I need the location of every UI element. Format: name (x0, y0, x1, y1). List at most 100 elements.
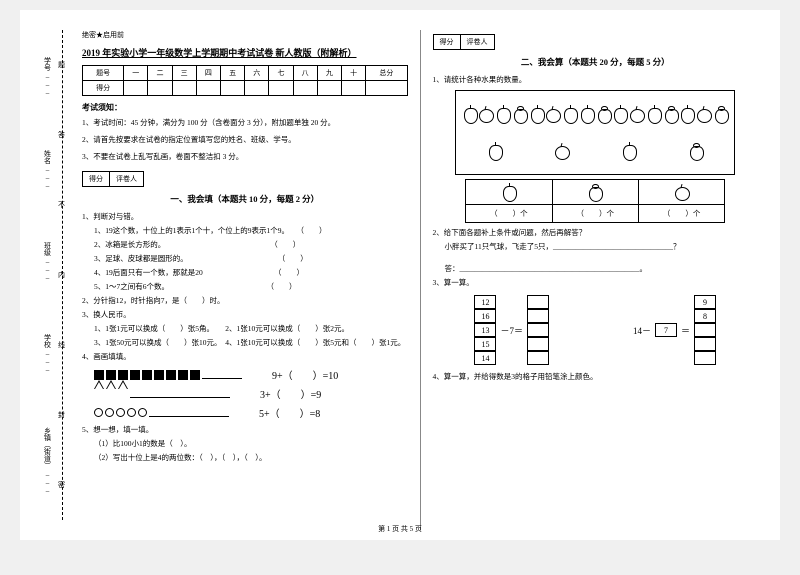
equation: 5+（ ）=8 (259, 405, 320, 420)
cell: 15 (474, 337, 496, 351)
triangles (94, 389, 230, 398)
binding-field: 学号___ (43, 57, 53, 95)
grader-box: 得分 评卷人 (433, 34, 495, 50)
question: 2、给下面各题补上条件或问题，然后再解答？ (433, 227, 759, 239)
binding-char: 题 (58, 60, 65, 70)
exam-sheet: 学号___ 姓名___ 班级___ 学校___ 乡镇（街道）___ 题 答 不 … (20, 10, 780, 540)
cell: 9 (694, 295, 716, 309)
operator: ＝ (681, 324, 690, 337)
cell: 一 (124, 66, 148, 81)
binding-char: 密 (58, 480, 65, 490)
cell: 四 (196, 66, 220, 81)
left-column: 绝密★启用前 2019 年实验小学一年级数学上学期期中考试试卷 新人教版（附解析… (70, 30, 420, 530)
question: 5、想一想，填一填。 (82, 424, 408, 436)
equation: 9+（ ）=10 (272, 367, 338, 382)
sub-question: 4、19后面只有一个数，那就是20 （ ） (82, 267, 408, 279)
right-column: 得分 评卷人 二、我会算（本题共 20 分，每题 5 分） 1、请统计各种水果的… (420, 30, 771, 530)
binding-field: 学校___ (43, 334, 53, 372)
binding-char: 不 (58, 200, 65, 210)
cell: 8 (694, 309, 716, 323)
shape-row: 3+（ ）=9 (94, 386, 408, 401)
sub-question: 3、足球、皮球都是圆形的。 （ ） (82, 253, 408, 265)
exam-title: 2019 年实验小学一年级数学上学期期中考试试卷 新人教版（附解析） (82, 46, 408, 59)
binding-field: 姓名___ (43, 150, 53, 188)
fruit-illustration (455, 90, 735, 175)
sub-question: 1、1张1元可以换成（ ）张5角。 2、1张10元可以换成（ ）张2元。 (82, 323, 408, 335)
question: 1、请统计各种水果的数量。 (433, 74, 759, 86)
output-stack: 9 8 (694, 295, 716, 365)
binding-field: 班级___ (43, 242, 53, 280)
squares (94, 370, 242, 380)
page-footer: 第 1 页 共 5 页 (20, 524, 780, 534)
cell: 16 (474, 309, 496, 323)
cell: 九 (317, 66, 341, 81)
score-label: 得分 (83, 172, 110, 186)
section-2-title: 二、我会算（本题共 20 分，每题 5 分） (433, 56, 759, 68)
question: 2、分针指12，时针指向7，是（ ）时。 (82, 295, 408, 307)
operator: －7＝ (500, 324, 523, 337)
sub-question: （1）比100小1的数是（ ）。 (82, 438, 408, 450)
cell: 14 (474, 351, 496, 365)
binding-char: 答 (58, 130, 65, 140)
cell: 12 (474, 295, 496, 309)
calc-group-2: 14－ 7 ＝ 9 8 (633, 295, 716, 365)
cell: 二 (148, 66, 172, 81)
binding-field: 乡镇（街道）___ (43, 427, 53, 493)
cell: 三 (172, 66, 196, 81)
sub-question: 1、19这个数，十位上的1表示1个十，个位上的9表示1个9。 （ ） (82, 225, 408, 237)
cell: 八 (293, 66, 317, 81)
table-row: （ ）个 （ ）个 （ ）个 (466, 205, 725, 223)
cell: 六 (245, 66, 269, 81)
sub-question: 2、冰箱是长方形的。 （ ） (82, 239, 408, 251)
binding-char: 线 (58, 340, 65, 350)
score-table: 题号 一 二 三 四 五 六 七 八 九 十 总分 得分 (82, 65, 408, 96)
cell: （ ）个 (552, 205, 638, 223)
score-label: 得分 (434, 35, 461, 49)
section-1-title: 一、我会填（本题共 10 分，每题 2 分） (82, 193, 408, 205)
cell: 13 (474, 323, 496, 337)
sub-question: （2）写出十位上是4的两位数：（ ），（ ），（ ）。 (82, 452, 408, 464)
cell: 十 (341, 66, 365, 81)
notice-title: 考试须知： (82, 102, 408, 113)
notice-item: 1、考试时间：45 分钟，满分为 100 分（含卷面分 3 分），附加题单独 2… (82, 117, 408, 130)
input-stack: 12 16 13 15 14 (474, 295, 496, 365)
shape-row: 5+（ ）=8 (94, 405, 408, 420)
cell: （ ）个 (638, 205, 724, 223)
cell: 题号 (83, 66, 124, 81)
notice-item: 2、请首先按要求在试卷的指定位置填写您的姓名、班级、学号。 (82, 134, 408, 147)
shape-row: 9+（ ）=10 (94, 367, 408, 382)
cell: 七 (269, 66, 293, 81)
binding-chars: 题 答 不 内 线 封 密 (58, 30, 65, 520)
table-row: 题号 一 二 三 四 五 六 七 八 九 十 总分 (83, 66, 408, 81)
cell: 总分 (366, 66, 407, 81)
grader-label: 评卷人 (461, 35, 494, 49)
cell: 得分 (83, 81, 124, 96)
operator: 14－ (633, 324, 651, 337)
question: 1、判断对与错。 (82, 211, 408, 223)
equation: 3+（ ）=9 (260, 386, 321, 401)
table-row (466, 180, 725, 205)
question: 4、画画填填。 (82, 351, 408, 363)
cell (552, 180, 638, 205)
cell (638, 180, 724, 205)
cell (466, 180, 552, 205)
circles (94, 408, 229, 417)
calc-group-1: 12 16 13 15 14 －7＝ (474, 295, 549, 365)
question: 3、换人民币。 (82, 309, 408, 321)
question: 4、算一算，并给得数是3的格子用铅笔涂上颜色。 (433, 371, 759, 383)
output-stack (527, 295, 549, 365)
cell: 7 (655, 323, 677, 337)
calc-row: 12 16 13 15 14 －7＝ 14－ 7 ＝ 9 8 (433, 295, 759, 365)
cell: 五 (220, 66, 244, 81)
binding-char: 封 (58, 410, 65, 420)
table-row: 得分 (83, 81, 408, 96)
sub-question: 5、1～7之间有6个数。 （ ） (82, 281, 408, 293)
answer-line: 答：______________________________________… (433, 263, 759, 275)
binding-char: 内 (58, 270, 65, 280)
grader-label: 评卷人 (110, 172, 143, 186)
confidential-label: 绝密★启用前 (82, 30, 408, 40)
sub-question: 3、1张50元可以换成（ ）张10元。 4、1张10元可以换成（ ）张5元和（ … (82, 337, 408, 349)
fruit-count-table: （ ）个 （ ）个 （ ）个 (465, 179, 725, 223)
notice-item: 3、不要在试卷上乱写乱画，卷面不整洁扣 3 分。 (82, 151, 408, 164)
grader-box: 得分 评卷人 (82, 171, 144, 187)
